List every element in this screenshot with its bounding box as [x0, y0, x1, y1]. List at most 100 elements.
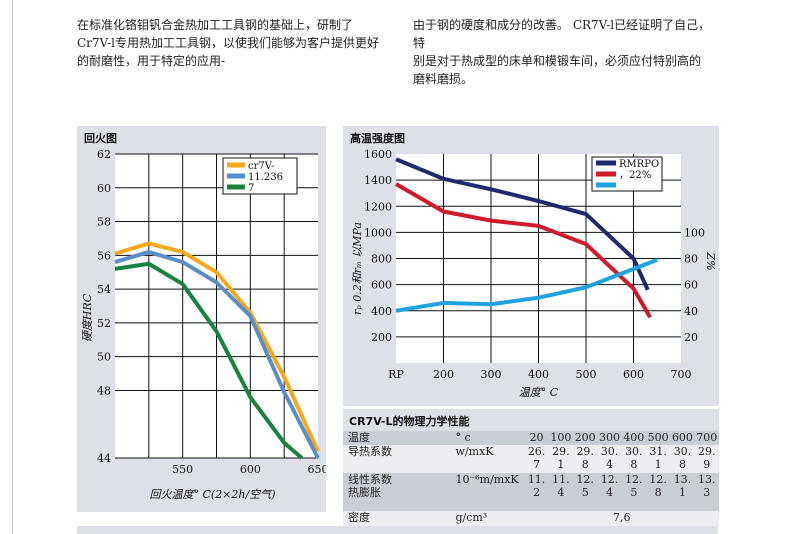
table-cell: 30.4	[597, 445, 622, 473]
table-cell: 26.7	[524, 445, 549, 473]
intro-line: 在标准化铬钼钒合金热加工工具钢的基础上，研制了	[77, 18, 354, 32]
strength-chart: 1600 1400 1200 1000 800 600 400 200 100 80 60 40 20 R…	[351, 148, 717, 399]
tempering-chart-title: 回火图	[84, 132, 117, 145]
table-cell: 200	[573, 431, 598, 445]
properties-table-panel: CR7V-L的物理力学性能 温度 ° c 20 100 200 300 400 500 600 7…	[343, 409, 719, 527]
strength-chart-panel: 高温强度图 1600 1400 1200 1000 800 600 400 200 100 80 6…	[343, 126, 719, 406]
x-tick-label: 700	[671, 368, 692, 381]
x-tick-label: RP	[388, 368, 404, 381]
y-tick-label: 600	[371, 279, 392, 292]
y-tick-label: 48	[97, 384, 111, 397]
y2-tick-label: 60	[684, 279, 698, 292]
table-cell: 500	[645, 431, 671, 445]
x-tick-label: 200	[433, 368, 454, 381]
properties-table-title: CR7V-L的物理力学性能	[349, 415, 470, 428]
table-cell-merged: 7,6	[524, 511, 719, 527]
y2-tick-label: 80	[684, 253, 698, 266]
intro-text-left: 在标准化铬钼钒合金热加工工具钢的基础上，研制了 Cr7V-l专用热加工工具钢，以…	[77, 16, 389, 70]
y-tick-label: 200	[371, 331, 392, 344]
table-cell: 13.1	[670, 473, 695, 511]
x-tick-label: 400	[528, 368, 549, 381]
series-line	[114, 261, 304, 460]
y-tick-label: 400	[371, 305, 392, 318]
table-cell: 20	[524, 431, 549, 445]
y-tick-label: 54	[97, 283, 111, 296]
table-cell: 300	[597, 431, 622, 445]
table-cell: 30.8	[670, 445, 695, 473]
x-tick-label: 600	[240, 463, 261, 476]
intro-line: 由于钢的硬度和成分的改善。 CR7V-l已经证明了自己，特	[413, 18, 711, 50]
legend-label: 7	[248, 183, 254, 194]
intro-line: 别是对于热成型的床单和模锻车间，必须应付特别高的	[413, 54, 702, 68]
row-label: 密度	[343, 511, 453, 527]
legend-label: cr7V-	[248, 161, 274, 172]
table-row: 温度 ° c 20 100 200 300 400 500 600 700	[343, 431, 719, 445]
legend-label: RMRPO	[619, 159, 659, 170]
table-row: 密度 g/cm³ 7,6	[343, 511, 719, 527]
table-row: 导热系数 w/mxK 26.7 29.1 29.8 30.4 30.8 31.1 30.8 29.…	[343, 445, 719, 473]
y-tick-label: 1600	[364, 148, 392, 161]
y-tick-label: 1400	[364, 174, 392, 187]
row-label: 导热系数	[343, 445, 453, 473]
table-cell: 11.4	[548, 473, 574, 511]
y-tick-label: 56	[97, 249, 111, 262]
intro-line: Cr7V-l专用热加工工具钢，以使我们能够为客户提供更好	[77, 36, 380, 50]
y-axis-label: rₚ 0.2和rₘ 以MPa	[351, 222, 364, 315]
table-cell: 13.3	[694, 473, 719, 511]
y-tick-label: 1200	[364, 200, 392, 213]
y-tick-label: 62	[97, 148, 111, 161]
series-line	[114, 241, 320, 453]
y2-axis-label: Z%	[704, 251, 717, 270]
series-line	[394, 182, 652, 319]
table-row: 线性系数 热膨胀 10⁻⁶m/mxK 11.2 11.4 12.5 12.4 12.5 12.…	[343, 473, 719, 511]
table-cell: 12.8	[645, 473, 671, 511]
y-axis-label: 硬度HRC	[81, 293, 94, 342]
table-cell: 30.8	[621, 445, 646, 473]
y-tick-label: 50	[97, 351, 111, 364]
y-tick-label: 58	[97, 216, 111, 229]
table-cell: 400	[621, 431, 646, 445]
row-unit: g/cm³	[452, 511, 525, 527]
y2-tick-label: 100	[684, 226, 705, 239]
table-cell: 11.2	[524, 473, 549, 511]
x-axis-label: 温度° C	[519, 386, 559, 399]
legend-label: ，22%	[619, 170, 651, 181]
table-cell: 12.5	[573, 473, 598, 511]
table-cell: 29.1	[548, 445, 574, 473]
x-tick-label: 550	[172, 463, 193, 476]
page-edge-line	[12, 0, 13, 534]
strength-chart-title: 高温强度图	[350, 132, 405, 145]
y2-tick-label: 20	[684, 331, 698, 344]
x-tick-label: 600	[623, 368, 644, 381]
table-cell: 12.5	[621, 473, 646, 511]
x-axis-label: 回火温度° C(2×2h/空气)	[149, 488, 275, 501]
x-tick-label: 650	[308, 463, 327, 476]
y-tick-label: 800	[371, 253, 392, 266]
table-cell: 12.4	[597, 473, 622, 511]
table-cell: 700	[694, 431, 719, 445]
row-unit: w/mxK	[452, 445, 525, 473]
row-label: 温度	[343, 431, 453, 445]
table-cell: 600	[670, 431, 695, 445]
x-tick-label: 500	[576, 368, 597, 381]
row-unit: 10⁻⁶m/mxK	[452, 473, 525, 511]
x-tick-label: 300	[481, 368, 502, 381]
tempering-chart-panel: 回火图 62 60 58 56 54 52 50 48 44 550 600 650 cr7V- 11.2…	[77, 126, 326, 512]
series-line	[395, 257, 658, 313]
series-line	[114, 249, 320, 459]
y2-tick-label: 40	[684, 305, 698, 318]
table-cell: 29.9	[694, 445, 719, 473]
table-cell: 100	[548, 431, 574, 445]
properties-table: 温度 ° c 20 100 200 300 400 500 600 700 导热系数 w/mxK 26.…	[343, 431, 719, 527]
intro-text-right: 由于钢的硬度和成分的改善。 CR7V-l已经证明了自己，特 别是对于热成型的床单…	[413, 16, 719, 88]
row-unit: ° c	[452, 431, 525, 445]
y-tick-label: 60	[97, 182, 111, 195]
legend-label: 11.236	[248, 172, 283, 183]
intro-line: 磨料磨损。	[413, 72, 474, 86]
row-label: 线性系数 热膨胀	[343, 473, 453, 511]
table-cell: 31.1	[645, 445, 671, 473]
series-line	[395, 157, 650, 291]
y-tick-label: 52	[97, 317, 111, 330]
table-cell: 29.8	[573, 445, 598, 473]
